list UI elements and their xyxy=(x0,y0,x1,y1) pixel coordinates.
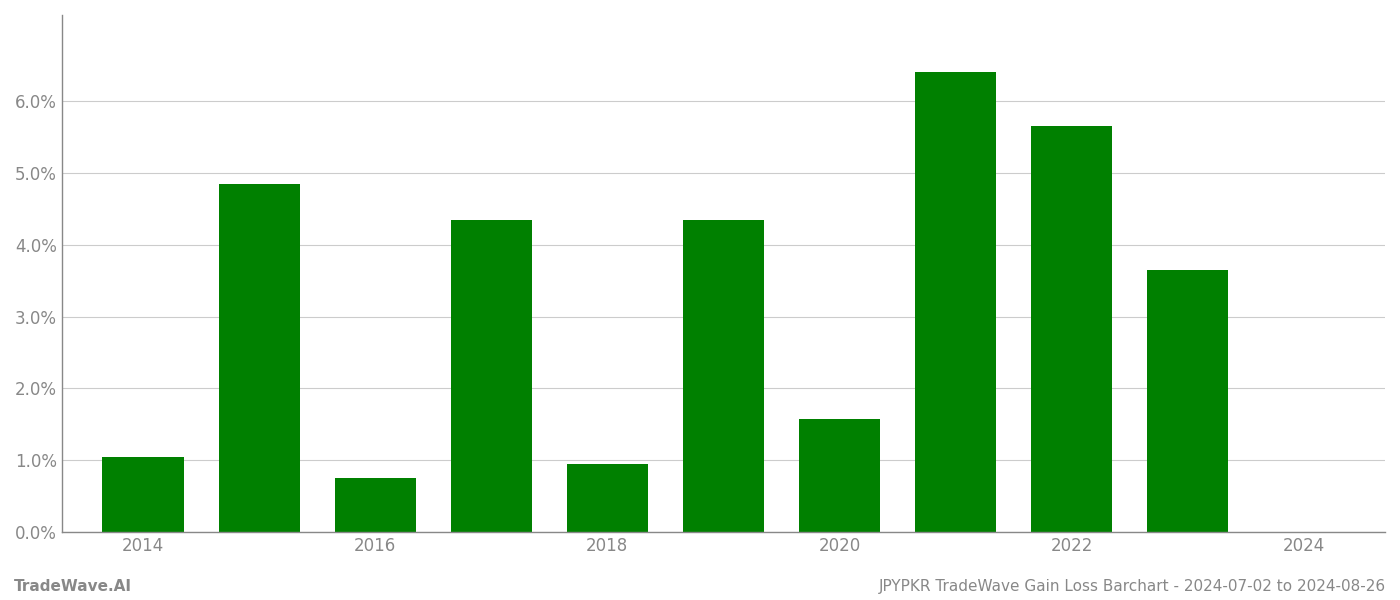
Bar xyxy=(567,464,648,532)
Text: TradeWave.AI: TradeWave.AI xyxy=(14,579,132,594)
Bar xyxy=(1147,270,1228,532)
Bar xyxy=(335,478,416,532)
Bar xyxy=(916,73,997,532)
Bar xyxy=(218,184,300,532)
Bar xyxy=(1030,127,1112,532)
Bar xyxy=(799,419,881,532)
Text: JPYPKR TradeWave Gain Loss Barchart - 2024-07-02 to 2024-08-26: JPYPKR TradeWave Gain Loss Barchart - 20… xyxy=(879,579,1386,594)
Bar xyxy=(451,220,532,532)
Bar xyxy=(102,457,183,532)
Bar xyxy=(683,220,764,532)
